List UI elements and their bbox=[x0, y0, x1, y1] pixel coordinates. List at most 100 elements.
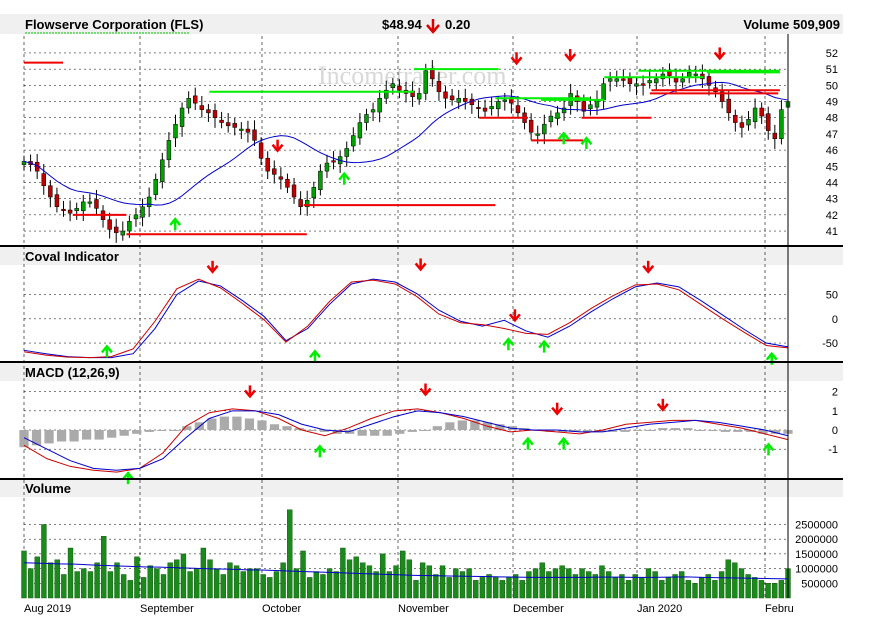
candle-body bbox=[54, 194, 60, 208]
macd-histogram-bar bbox=[44, 430, 54, 444]
macd-histogram-bar bbox=[633, 430, 643, 431]
x-tick-label: November bbox=[398, 603, 449, 615]
candle-body bbox=[87, 201, 93, 204]
macd-histogram-bar bbox=[19, 430, 29, 448]
candle-body bbox=[107, 219, 112, 230]
volume-bar bbox=[732, 562, 738, 599]
candlestick bbox=[528, 113, 534, 141]
candlestick bbox=[397, 79, 402, 99]
candle-body bbox=[752, 107, 758, 123]
candle-body bbox=[548, 115, 554, 123]
volume-bar bbox=[247, 568, 253, 599]
sell-signal-down-arrow-icon bbox=[243, 385, 256, 399]
macd-histogram-bar bbox=[94, 430, 104, 440]
arrow-head bbox=[100, 344, 113, 354]
volume-bar bbox=[160, 574, 167, 599]
candlestick bbox=[614, 70, 619, 87]
volume-bar bbox=[240, 571, 246, 599]
arrow-head bbox=[538, 339, 551, 349]
candle-body bbox=[304, 200, 310, 208]
volume-bar bbox=[712, 580, 718, 599]
candlestick bbox=[140, 198, 145, 227]
y-tick-label: 45 bbox=[826, 161, 838, 173]
volume-bar bbox=[433, 574, 439, 599]
volume-bar bbox=[519, 580, 525, 599]
volume-panel bbox=[21, 509, 791, 599]
candlestick bbox=[548, 110, 554, 128]
volume-bar bbox=[101, 536, 107, 599]
macd-histogram-bar bbox=[620, 430, 630, 432]
macd-histogram-bar bbox=[319, 430, 330, 432]
price-panel-header bbox=[0, 14, 843, 34]
candle-body bbox=[772, 132, 778, 140]
candlestick bbox=[41, 164, 46, 195]
candlestick bbox=[726, 89, 731, 121]
candlestick bbox=[331, 151, 336, 170]
candlestick bbox=[416, 87, 422, 105]
candle-body bbox=[456, 98, 461, 103]
price-change-down-icon bbox=[426, 19, 440, 34]
volume-bar bbox=[353, 556, 359, 599]
buy-signal-up-arrow-icon bbox=[169, 217, 182, 231]
candlestick bbox=[495, 95, 501, 117]
candle-body bbox=[449, 95, 455, 101]
buy-signal-up-arrow-icon bbox=[557, 436, 570, 450]
volume-bar bbox=[579, 568, 585, 599]
volume-bar bbox=[54, 559, 60, 599]
volume-bar bbox=[439, 565, 446, 599]
volume-bar bbox=[685, 580, 692, 599]
volume-bar bbox=[140, 577, 147, 599]
candle-body bbox=[94, 199, 99, 209]
macd-histogram-bar bbox=[695, 430, 705, 431]
candle-body bbox=[133, 214, 139, 220]
sell-signal-down-arrow-icon bbox=[551, 402, 564, 416]
volume-bar bbox=[566, 568, 572, 599]
candle-body bbox=[272, 168, 277, 175]
candlestick bbox=[304, 190, 310, 216]
candlestick bbox=[239, 122, 244, 139]
volume-bar bbox=[333, 571, 339, 599]
macd-histogram-bar bbox=[119, 430, 129, 436]
candlestick bbox=[324, 154, 330, 178]
macd-panel-header bbox=[0, 362, 843, 381]
volume-bar bbox=[120, 574, 127, 599]
candlestick bbox=[133, 207, 139, 227]
volume-bar bbox=[552, 568, 559, 599]
candlestick bbox=[291, 177, 297, 204]
candlestick bbox=[272, 160, 277, 184]
volume-bar bbox=[499, 580, 506, 599]
buy-signal-up-arrow-icon bbox=[338, 171, 351, 185]
volume-bar bbox=[260, 574, 266, 599]
macd-histogram-bar bbox=[570, 430, 580, 432]
y-tick-label: 46 bbox=[826, 145, 838, 157]
macd-series-line bbox=[23, 408, 789, 473]
volume-bar bbox=[546, 571, 552, 599]
candle-body bbox=[311, 187, 317, 199]
price-change: 0.20 bbox=[445, 17, 470, 32]
macd-histogram-bar bbox=[432, 426, 442, 430]
candlestick bbox=[351, 127, 356, 152]
volume-bar bbox=[27, 568, 34, 599]
candle-body bbox=[423, 70, 428, 94]
volume-bar bbox=[187, 571, 193, 599]
macd-histogram-bar bbox=[645, 430, 655, 431]
sell-signal-down-arrow-icon bbox=[271, 139, 284, 153]
candle-body bbox=[627, 77, 633, 84]
candle-body bbox=[686, 72, 692, 77]
candlestick bbox=[364, 108, 369, 131]
volume-bar bbox=[267, 577, 273, 599]
candle-body bbox=[463, 98, 468, 102]
candlestick bbox=[67, 200, 73, 222]
volume-bar bbox=[134, 556, 140, 599]
candlestick bbox=[377, 90, 382, 123]
candle-body bbox=[61, 208, 66, 211]
buy-signal-up-arrow-icon bbox=[100, 344, 113, 358]
volume-panel-header bbox=[0, 480, 843, 497]
volume-bar bbox=[466, 568, 472, 599]
volume-bar bbox=[632, 574, 638, 599]
candlestick bbox=[113, 218, 119, 243]
sell-signal-down-arrow-icon bbox=[656, 398, 669, 412]
volume-bar bbox=[227, 562, 233, 599]
candle-body bbox=[739, 122, 745, 128]
macd-histogram-bar bbox=[683, 428, 693, 430]
